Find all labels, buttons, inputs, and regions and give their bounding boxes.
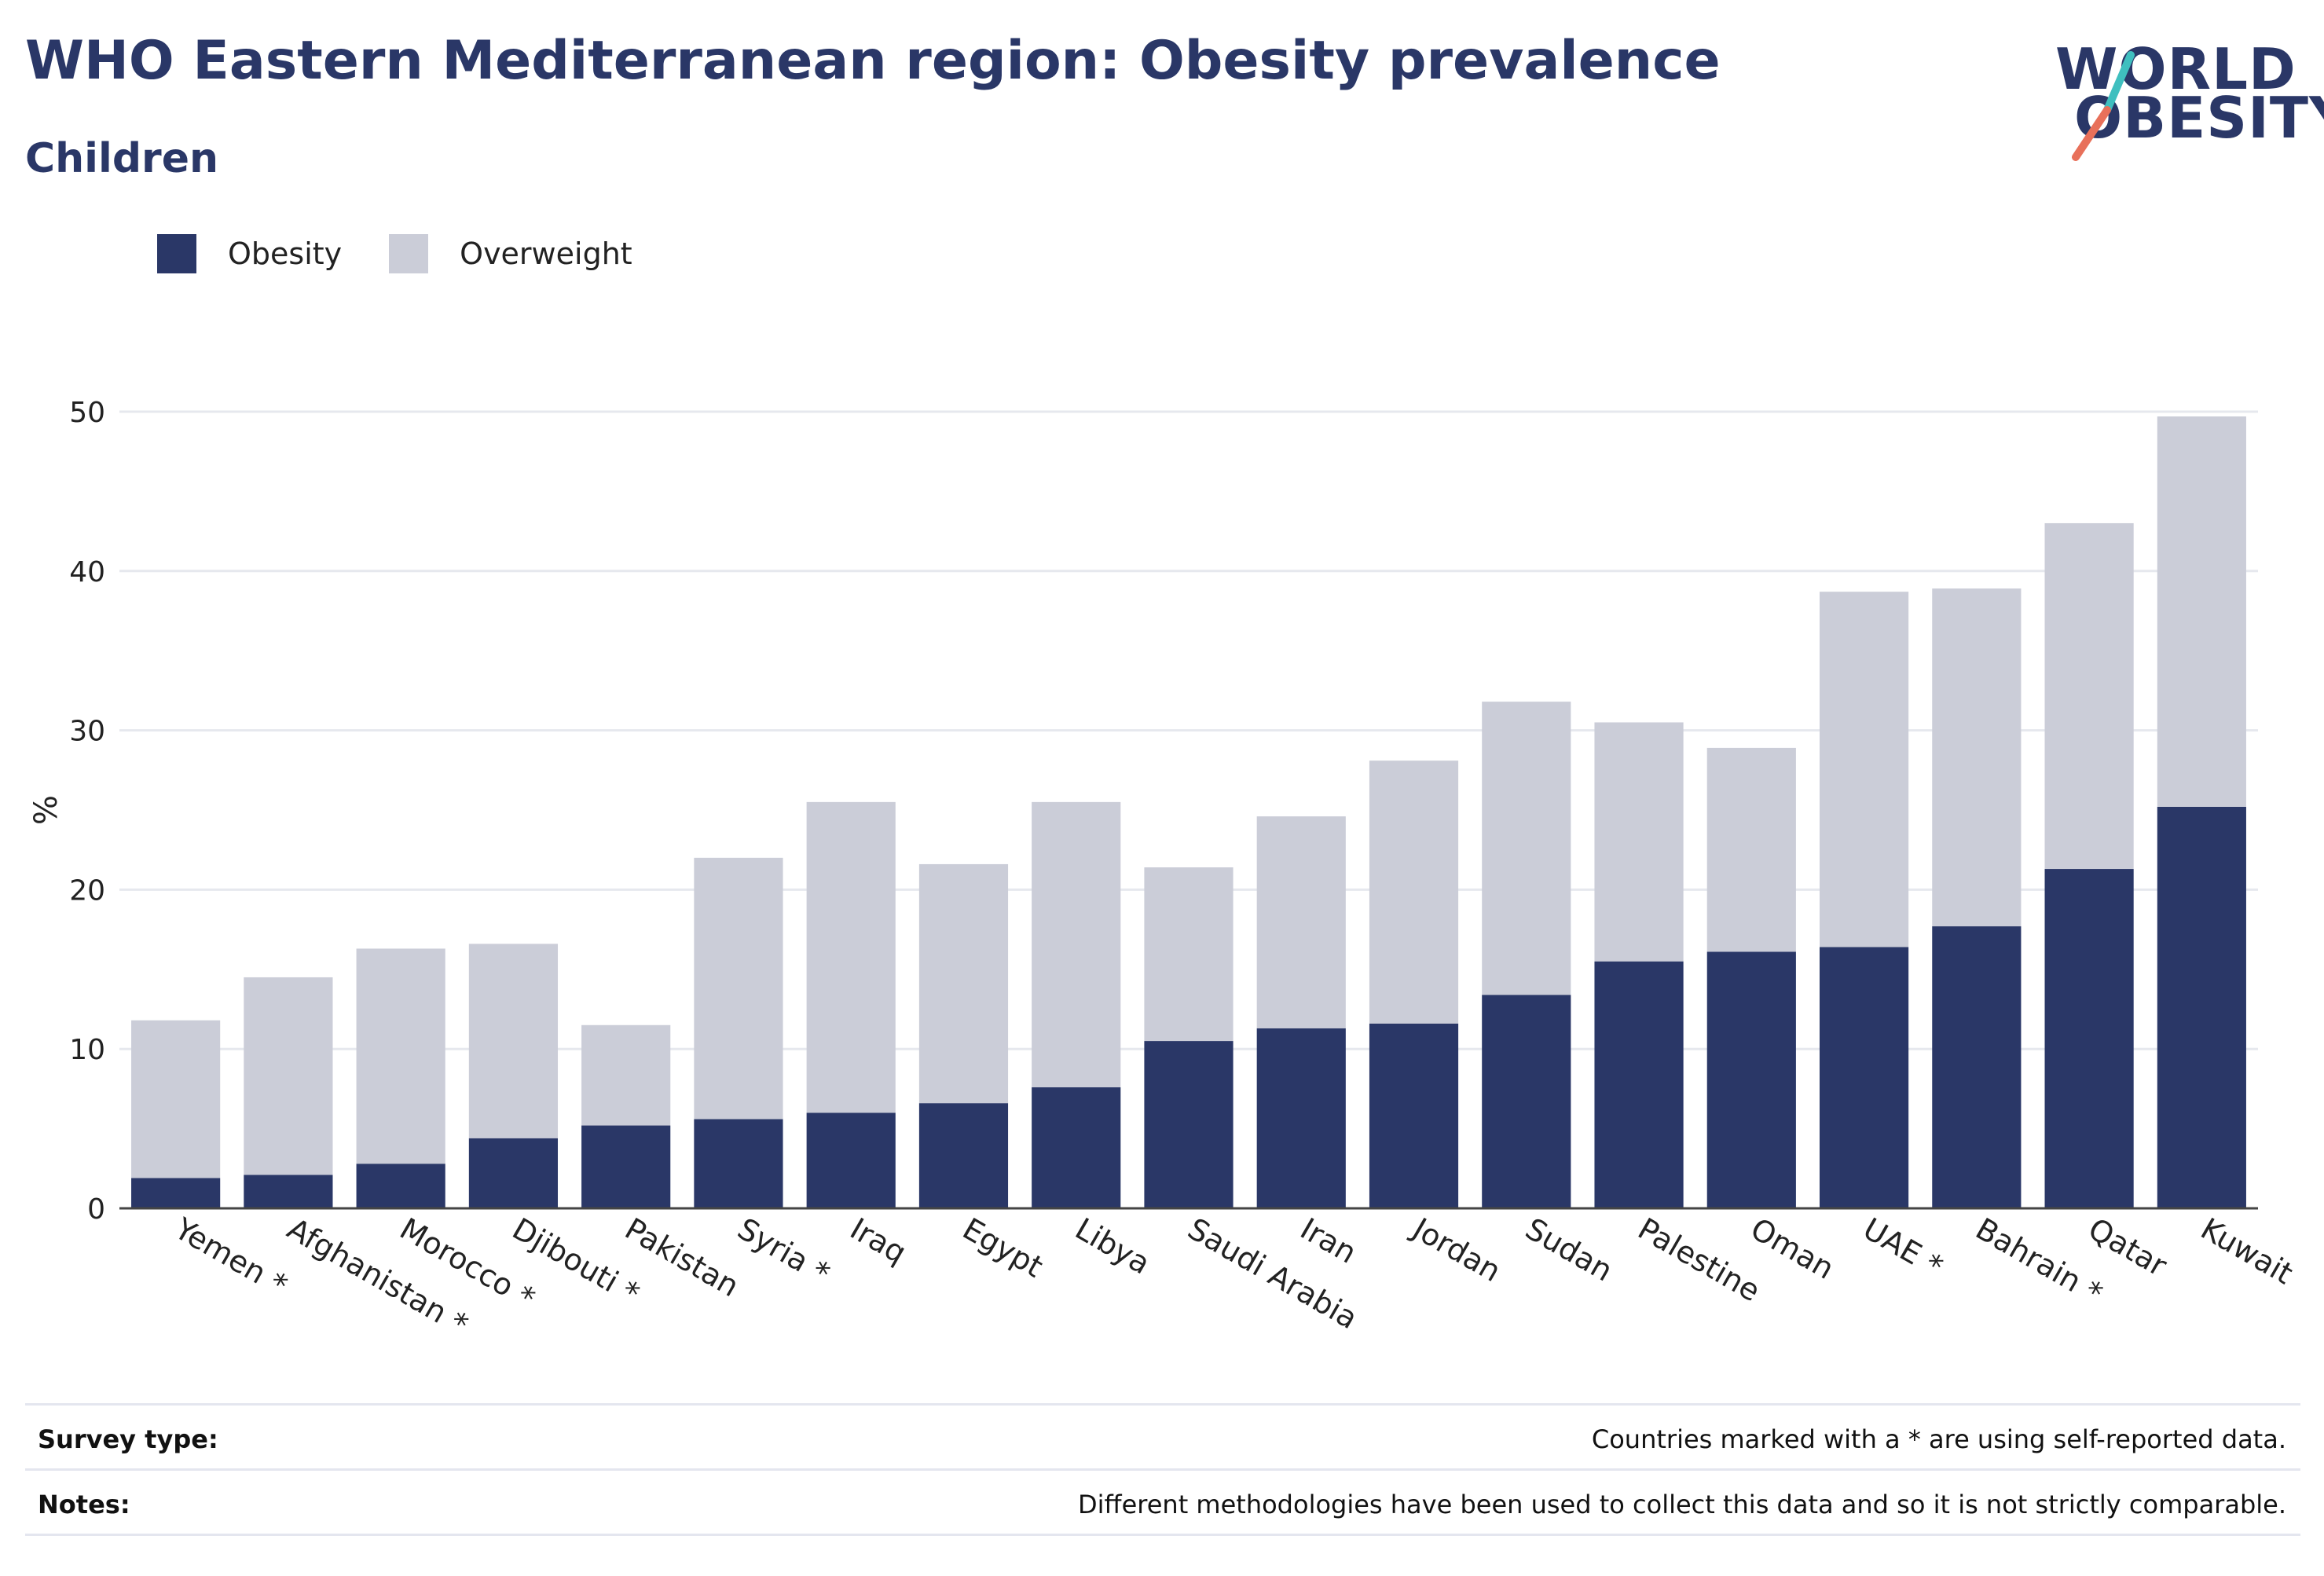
bar-overweight	[1932, 588, 2022, 927]
bar-overweight	[806, 801, 896, 1113]
y-tick-label: 50	[69, 397, 105, 429]
x-tick-label: Bahrain *	[1970, 1211, 2108, 1311]
bar-obesity	[1256, 1028, 1346, 1208]
bar-overweight	[694, 857, 783, 1120]
bar-overweight	[918, 863, 1009, 1104]
notes-row: Notes: Different methodologies have been…	[25, 1468, 2300, 1536]
chart-footer: Survey type: Countries marked with a * a…	[25, 1403, 2300, 1536]
bar-overweight	[1032, 801, 1121, 1087]
chart-subtitle: Children	[25, 135, 218, 182]
bar-overweight	[131, 1020, 221, 1178]
bar-overweight	[244, 977, 333, 1175]
x-tick-label: Iran	[1295, 1211, 1362, 1270]
bar-obesity	[1706, 951, 1796, 1208]
bar-obesity	[2157, 806, 2246, 1208]
legend-swatch-overweight	[389, 234, 429, 273]
bar-obesity	[806, 1112, 896, 1208]
bar-obesity	[244, 1175, 333, 1208]
bar-overweight	[2157, 416, 2246, 807]
bar-overweight	[2044, 522, 2134, 870]
survey-type-row: Survey type: Countries marked with a * a…	[25, 1403, 2300, 1468]
bar-overweight	[468, 944, 559, 1138]
chart-title: WHO Eastern Mediterranean region: Obesit…	[25, 30, 1721, 92]
legend-label-overweight: Overweight	[460, 236, 632, 271]
x-tick-label: Palestine	[1633, 1211, 1766, 1309]
bar-obesity	[1482, 995, 1571, 1208]
bar-obesity	[1819, 947, 1909, 1208]
legend-item-obesity[interactable]: Obesity	[157, 234, 342, 273]
bar-overweight	[1819, 592, 1909, 947]
bar-obesity	[1932, 926, 2022, 1208]
y-tick-label: 0	[87, 1193, 105, 1226]
x-tick-label: Jordan	[1406, 1211, 1506, 1289]
logo-slash-icon	[2072, 51, 2135, 161]
chart-legend: Obesity Overweight	[157, 234, 680, 273]
bar-overweight	[1706, 747, 1796, 952]
x-tick-label: UAE *	[1857, 1211, 1948, 1285]
legend-swatch-obesity	[157, 234, 196, 273]
bar-overweight	[1369, 761, 1459, 1024]
bar-overweight	[1256, 816, 1346, 1028]
survey-type-label: Survey type:	[38, 1424, 218, 1454]
bar-overweight	[1482, 702, 1571, 995]
legend-item-overweight[interactable]: Overweight	[389, 234, 632, 273]
bar-obesity	[694, 1119, 783, 1208]
world-obesity-logo: WORLD OBESITY	[2043, 31, 2324, 165]
x-tick-label: Qatar	[2083, 1211, 2173, 1284]
bar-obesity	[468, 1138, 559, 1208]
notes-label: Notes:	[38, 1490, 130, 1519]
x-tick-label: Kuwait	[2195, 1211, 2299, 1292]
bar-obesity	[1594, 961, 1684, 1208]
bar-obesity	[1144, 1041, 1233, 1208]
bar-obesity	[131, 1178, 221, 1208]
y-tick-label: 30	[69, 716, 105, 748]
bar-obesity	[356, 1164, 445, 1208]
x-tick-label: Yemen *	[168, 1211, 293, 1303]
bar-overweight	[356, 948, 445, 1164]
y-tick-label: 20	[69, 874, 105, 907]
logo-line-1: WORLD	[2055, 36, 2297, 102]
x-tick-label: Sudan	[1519, 1211, 1618, 1288]
survey-type-value: Countries marked with a * are using self…	[1591, 1424, 2286, 1454]
bar-obesity	[1369, 1023, 1459, 1208]
y-axis-label: %	[28, 795, 64, 825]
x-tick-label: Iraq	[845, 1211, 912, 1270]
x-tick-label: Egypt	[957, 1211, 1049, 1285]
x-tick-label: Syria *	[731, 1211, 835, 1292]
bar-overweight	[581, 1024, 671, 1126]
bar-obesity	[918, 1103, 1009, 1208]
bar-obesity	[581, 1125, 671, 1208]
legend-label-obesity: Obesity	[228, 236, 343, 271]
y-tick-label: 10	[69, 1034, 105, 1066]
notes-value: Different methodologies have been used t…	[1078, 1490, 2286, 1519]
x-tick-label: Libya	[1069, 1211, 1156, 1281]
y-tick-label: 40	[69, 556, 105, 588]
bar-obesity	[1032, 1087, 1121, 1208]
bar-overweight	[1144, 867, 1233, 1042]
bar-obesity	[2044, 869, 2134, 1208]
bar-overweight	[1594, 722, 1684, 962]
